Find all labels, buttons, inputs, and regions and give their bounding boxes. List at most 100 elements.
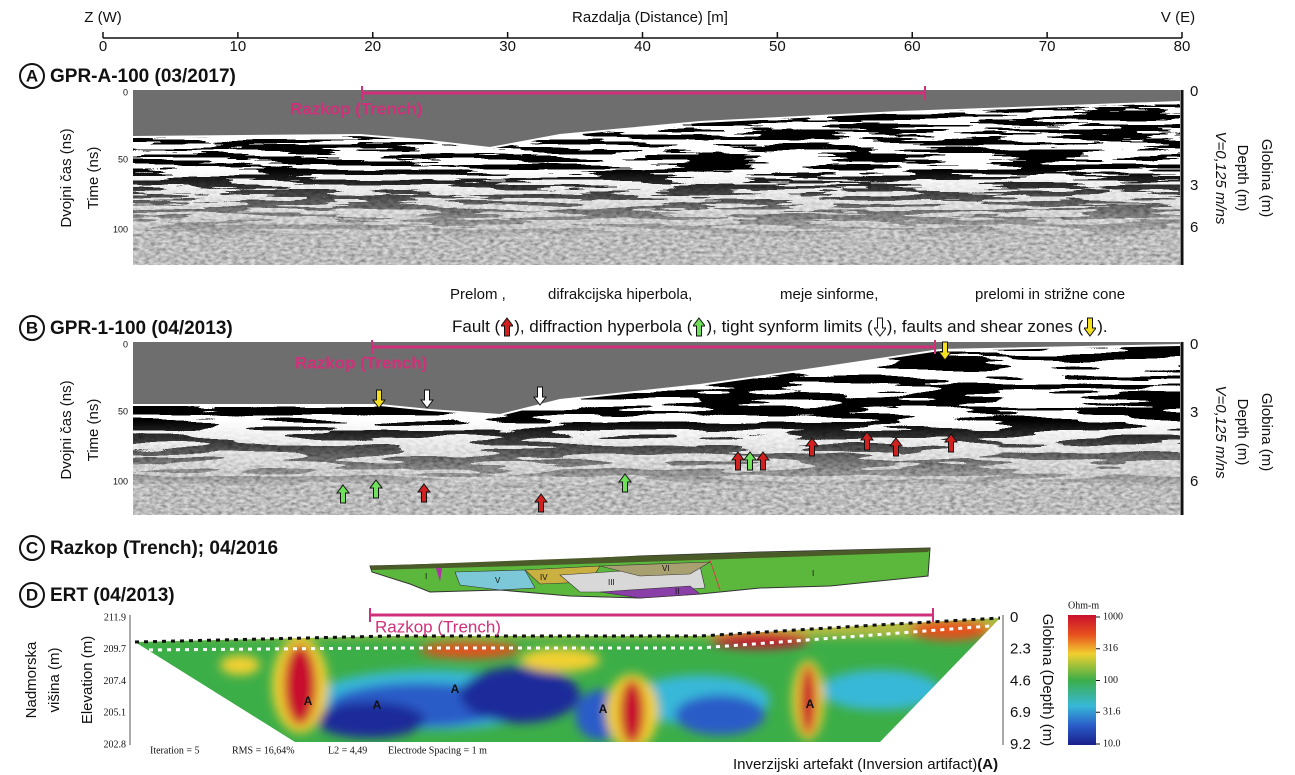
panel-title: GPR-1-100 (04/2013) [50, 318, 233, 339]
distance-tick-label: 20 [364, 38, 381, 55]
depth-tick: 6 [1190, 473, 1198, 490]
depth-label: Globina (Depth) (m) [1039, 614, 1056, 747]
unit-label: III [608, 578, 615, 587]
elevation-tick: 207.4 [104, 676, 127, 687]
panel-letter: C [26, 538, 38, 557]
distance-tick-label: 70 [1039, 38, 1056, 55]
depth-tick: 6.9 [1010, 704, 1031, 721]
distance-tick-label: 80 [1174, 38, 1191, 55]
panel-letter-ring [19, 535, 45, 561]
elevation-label: višina (m) [46, 647, 63, 712]
legend-text: Fault ( [452, 317, 501, 336]
ert-anomaly [820, 670, 940, 710]
distance-tick-label: 0 [99, 38, 107, 55]
scale-tick-label: 10.0 [1103, 738, 1121, 749]
panel-title: ERT (04/2013) [50, 585, 175, 606]
shear-arrow-icon [1084, 317, 1097, 337]
unit-II [599, 585, 701, 599]
distance-tick-label: 60 [904, 38, 921, 55]
elevation-label: Nadmorska [23, 641, 40, 718]
unit-label: II [675, 587, 679, 596]
distance-ticks: 0 10 20 30 40 50 60 70 80 [99, 32, 1191, 55]
depth-tick: 4.6 [1010, 672, 1031, 689]
interpretation-arrow [938, 341, 952, 361]
legend-text: ). [1097, 317, 1108, 336]
ert-anomaly [460, 667, 580, 723]
time-label: Dvojni čas (ns) [58, 380, 75, 479]
unit-label: I [425, 572, 427, 581]
trench-label: Razkop (Trench) [375, 617, 501, 636]
artifact-mark: A [451, 682, 460, 696]
scale-tick-label: 31.6 [1103, 707, 1121, 718]
artifact-note-text: Inverzijski artefakt (Inversion artifact… [733, 756, 977, 773]
panel-letter-ring [19, 63, 45, 89]
interpretation-arrow [944, 433, 958, 453]
interpretation-arrow [372, 389, 386, 409]
legend-en: Fault ( ), diffraction hyperbola ( ), ti… [452, 317, 1108, 337]
legend-arrow [501, 317, 514, 337]
topsoil [370, 548, 930, 570]
depth-tick: 0 [1190, 336, 1198, 353]
legend-text: ), tight synform limits ( [706, 317, 873, 336]
unit-V [454, 569, 536, 591]
distance-tick-label: 40 [634, 38, 651, 55]
artifact-mark: A [373, 698, 382, 712]
ert-anomaly [675, 695, 765, 735]
stat: Electrode Spacing = 1 m [388, 745, 487, 756]
interpretation-arrow [533, 386, 547, 406]
fault-arrow-icon [501, 317, 514, 337]
trench-label: Razkop (Trench) [290, 99, 422, 118]
distance-tick-label: 50 [769, 38, 786, 55]
panel-title: Razkop (Trench); 04/2016 [50, 538, 278, 559]
interpretation-arrow [889, 437, 903, 457]
stat: RMS = 16,64% [232, 745, 295, 756]
trench-log: I V IV III VI II I [369, 547, 931, 599]
legend-sl: difrakcijska hiperbola, [548, 286, 692, 303]
artifact-key: (A) [977, 756, 998, 773]
panel-title: GPR-A-100 (03/2017) [50, 66, 236, 87]
time-tick: 50 [118, 154, 128, 164]
ert-anomaly [620, 680, 644, 742]
east-label: V (E) [1161, 9, 1195, 26]
unit-label: IV [540, 573, 548, 582]
interpretation-arrow [336, 484, 350, 504]
legend-arrow [1084, 317, 1097, 337]
time-label: Time (ns) [85, 399, 102, 462]
elevation-label: Elevation (m) [79, 636, 96, 724]
surface-line [133, 344, 1181, 417]
elevation-tick: 209.7 [104, 644, 127, 655]
panel-letter: A [26, 66, 38, 85]
elevation-tick: 211.9 [104, 612, 126, 623]
depth-tick: 0 [1010, 609, 1018, 626]
time-tick: 0 [123, 339, 128, 349]
synform-arrow-icon [873, 317, 886, 337]
artifact-mark: A [806, 697, 815, 711]
time-tick: 100 [113, 224, 128, 234]
legend-arrow [693, 317, 706, 337]
ert-ticks: 211.9 209.7 207.4 205.1 202.8 0 2.3 4.6 6.9 9.2 10… [104, 609, 1124, 753]
west-label: Z (W) [84, 9, 121, 26]
unit-label: VI [662, 564, 670, 573]
unit-marker [436, 568, 442, 582]
artifact-note: Inverzijski artefakt (Inversion artifact… [733, 756, 998, 773]
ert-anomaly [420, 642, 520, 658]
unit-label: I [812, 569, 814, 578]
artifact-marks: A A A A A [304, 682, 815, 716]
unit-VI [599, 561, 711, 577]
time-tick: 100 [113, 476, 128, 486]
velocity-label: V=0,125 m/ns [1212, 386, 1229, 479]
depth-label: Depth (m) [1234, 145, 1251, 212]
air-layer [133, 90, 1180, 148]
depth-tick: 6 [1190, 219, 1198, 236]
time-label: Time (ns) [85, 147, 102, 210]
depth-label: Globina (m) [1258, 393, 1275, 471]
surface-line [132, 101, 1181, 150]
ert-section [135, 618, 1000, 742]
panel-letter: B [26, 318, 38, 337]
legend-arrow [873, 317, 886, 337]
distance-tick-label: 30 [499, 38, 516, 55]
air-layer [133, 342, 1180, 415]
interpretation-arrow [756, 451, 770, 471]
